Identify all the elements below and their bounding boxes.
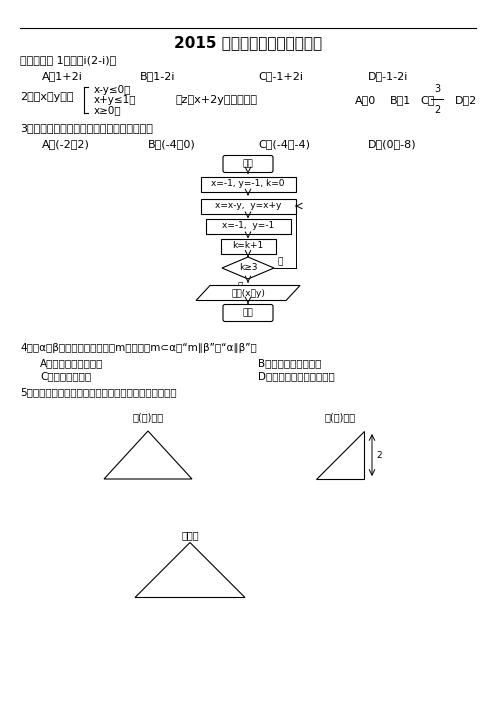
Text: B．1-2i: B．1-2i	[140, 71, 176, 81]
Text: 侧(左)视图: 侧(左)视图	[324, 412, 356, 422]
Text: C．-1+2i: C．-1+2i	[258, 71, 303, 81]
Text: k≥3: k≥3	[239, 263, 257, 272]
Text: C．充分必要条件: C．充分必要条件	[40, 371, 91, 381]
Text: C．: C．	[420, 95, 434, 105]
FancyBboxPatch shape	[223, 156, 273, 173]
Polygon shape	[135, 543, 245, 597]
Text: k=k+1: k=k+1	[232, 241, 264, 251]
Polygon shape	[222, 257, 274, 279]
Text: A．0: A．0	[355, 95, 376, 105]
Text: x-y≤0，: x-y≤0，	[94, 85, 131, 95]
Text: B．必要而不充分条件: B．必要而不充分条件	[258, 358, 321, 368]
Text: D．既不充分也不必要条件: D．既不充分也不必要条件	[258, 371, 335, 381]
Text: 正(主)视图: 正(主)视图	[132, 412, 164, 422]
Text: D．2: D．2	[455, 95, 477, 105]
Text: x+y≤1，: x+y≤1，	[94, 95, 136, 105]
Polygon shape	[196, 286, 300, 300]
Text: A．充分而不必要条件: A．充分而不必要条件	[40, 358, 103, 368]
Text: 开始: 开始	[243, 159, 253, 168]
Text: 输出(x，y): 输出(x，y)	[231, 289, 265, 298]
Text: x=-1, y=-1, k=0: x=-1, y=-1, k=0	[211, 180, 285, 189]
Text: 3: 3	[434, 84, 440, 94]
Text: x=x-y,  y=x+y: x=x-y, y=x+y	[215, 201, 281, 211]
Text: C．(-4，-4): C．(-4，-4)	[258, 139, 310, 149]
Text: B．1: B．1	[390, 95, 411, 105]
FancyBboxPatch shape	[223, 305, 273, 322]
Text: 5．某三棱锥的三视图如图所示，则该三棱锥的表面积是: 5．某三棱锥的三视图如图所示，则该三棱锥的表面积是	[20, 387, 177, 397]
Bar	[200, 199, 296, 213]
Text: D．(0，-8): D．(0，-8)	[368, 139, 417, 149]
Text: 3．执行如图所示的程序框图，输出的结果为: 3．执行如图所示的程序框图，输出的结果为	[20, 123, 153, 133]
Text: 否: 否	[277, 258, 282, 267]
Text: 4．设α，β是两个不同的平面，m是直线且m⊂α，“m∥β”是“α∥β”的: 4．设α，β是两个不同的平面，m是直线且m⊂α，“m∥β”是“α∥β”的	[20, 343, 257, 353]
Text: x=-1,  y=-1: x=-1, y=-1	[222, 222, 274, 230]
Text: 2: 2	[376, 451, 382, 460]
Text: A．(-2，2): A．(-2，2)	[42, 139, 90, 149]
Text: 一、选择题 1．复数i(2-i)＝: 一、选择题 1．复数i(2-i)＝	[20, 55, 116, 65]
Text: x≥0，: x≥0，	[94, 105, 122, 115]
Bar	[221, 239, 275, 253]
Text: 2: 2	[434, 105, 440, 115]
Bar	[200, 176, 296, 192]
Text: D．-1-2i: D．-1-2i	[368, 71, 408, 81]
Polygon shape	[316, 431, 364, 479]
Bar	[205, 218, 291, 234]
Text: 2015 年北京高考数学（理科）: 2015 年北京高考数学（理科）	[174, 36, 322, 51]
Text: B．(-4，0): B．(-4，0)	[148, 139, 196, 149]
Text: 䯰视图: 䯰视图	[181, 530, 199, 540]
Polygon shape	[104, 431, 192, 479]
Text: 则z＝x+2y的最大値为: 则z＝x+2y的最大値为	[175, 95, 257, 105]
Text: 结束: 结束	[243, 308, 253, 317]
Text: A．1+2i: A．1+2i	[42, 71, 83, 81]
Text: 2．若x，y满足: 2．若x，y满足	[20, 92, 73, 102]
Text: 是: 是	[237, 282, 243, 291]
